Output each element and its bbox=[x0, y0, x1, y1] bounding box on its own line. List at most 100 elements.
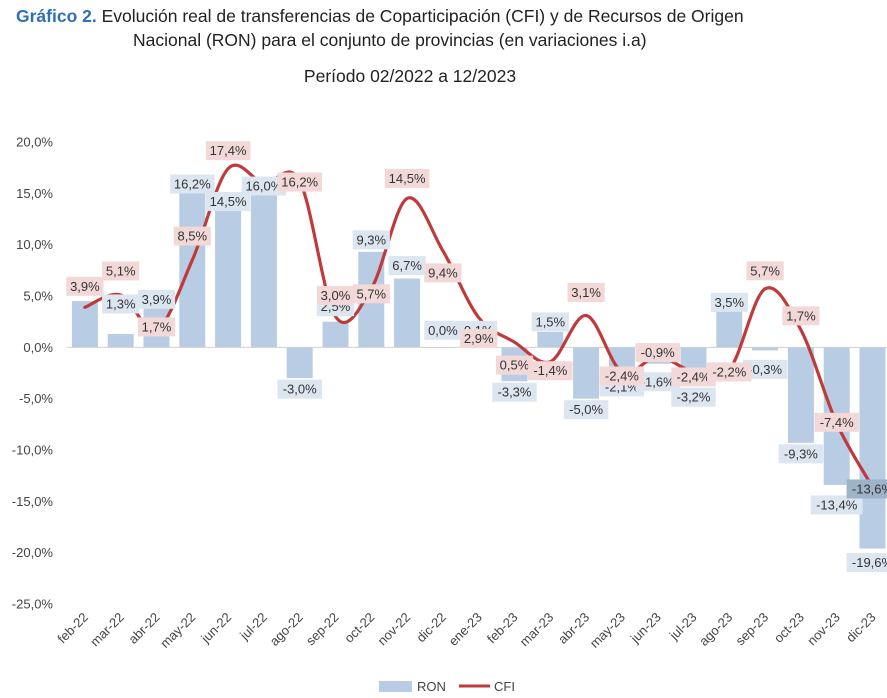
cfi-data-label: 5,7% bbox=[746, 261, 784, 281]
cfi-data-label: 14,5% bbox=[384, 168, 430, 188]
ron-data-label-text: 9,3% bbox=[356, 232, 386, 247]
cfi-data-label: -2,4% bbox=[599, 366, 645, 386]
cfi-data-label-text: 3,0% bbox=[321, 288, 351, 303]
cfi-data-label-bg bbox=[814, 412, 859, 432]
x-tick-label: may-22 bbox=[157, 610, 198, 651]
ron-bar bbox=[752, 347, 779, 351]
y-axis: 20,0% 15,0% 10,0% 5,0% 0,0% -5,0% -10,0% -15,0%… bbox=[12, 135, 54, 612]
cfi-data-label-bg bbox=[352, 284, 390, 304]
cfi-data-label-text: 8,5% bbox=[177, 229, 207, 244]
cfi-data-label: -0,9% bbox=[635, 343, 680, 363]
cfi-data-label-bg bbox=[424, 263, 462, 283]
ron-data-label-text: -13,4% bbox=[816, 497, 858, 512]
ron-data-label: 3,9% bbox=[137, 289, 176, 309]
ron-data-label: -3,0% bbox=[277, 379, 322, 399]
ron-data-label-bg bbox=[102, 294, 140, 314]
ron-data-label-bg bbox=[810, 495, 863, 515]
ron-bar bbox=[716, 311, 743, 348]
x-tick-label: oct-23 bbox=[771, 610, 807, 646]
chart-title-text: Evolución real de transferencias de Copa… bbox=[96, 6, 744, 26]
x-tick-label: jul-22 bbox=[236, 610, 270, 644]
cfi-data-label-bg bbox=[316, 286, 355, 306]
legend: RON CFI bbox=[379, 679, 515, 694]
ron-data-label-text: 3,5% bbox=[714, 295, 744, 310]
cfi-data-label-bg bbox=[671, 367, 716, 387]
x-tick-label: nov-22 bbox=[375, 610, 414, 649]
ron-data-label-text: 6,7% bbox=[392, 258, 422, 273]
ron-data-labels: 1,3% 3,9%16,2%14,5%16,0%-3,0%2,5%9,3%6,7%… bbox=[102, 174, 887, 573]
cfi-data-label: 3,1% bbox=[567, 283, 605, 303]
cfi-data-label: 5,1% bbox=[102, 261, 140, 281]
ron-bar bbox=[286, 347, 313, 379]
ron-data-label: -3,3% bbox=[492, 382, 537, 402]
cfi-data-label-bg bbox=[846, 479, 887, 499]
cfi-data-label-bg bbox=[66, 276, 104, 296]
ron-data-label-text: -19,6% bbox=[852, 555, 887, 570]
cfi-data-label: 1,7% bbox=[137, 317, 176, 337]
cfi-data-label-bg bbox=[384, 168, 430, 188]
cfi-data-label: 3,0% bbox=[316, 286, 355, 306]
legend-ron-swatch bbox=[379, 681, 412, 692]
ron-data-label-bg bbox=[241, 176, 287, 196]
cfi-data-label-bg bbox=[495, 355, 534, 375]
ron-data-label-bg bbox=[388, 256, 426, 276]
cfi-data-label-text: 2,9% bbox=[464, 331, 494, 346]
legend-cfi-label: CFI bbox=[494, 679, 515, 694]
ron-data-label-text: 16,0% bbox=[245, 179, 282, 194]
ron-data-label-text: -3,2% bbox=[677, 390, 711, 405]
ron-data-label-bg bbox=[205, 191, 251, 211]
cfi-data-label: 9,4% bbox=[424, 263, 462, 283]
ron-bar bbox=[787, 347, 814, 443]
ron-bar bbox=[394, 278, 421, 348]
x-tick-label: dic-23 bbox=[843, 610, 879, 646]
ron-data-label-text: -0,3% bbox=[748, 362, 782, 377]
x-tick-label: mar-23 bbox=[517, 610, 557, 650]
cfi-data-label: -13,6% bbox=[846, 479, 887, 499]
cfi-data-label-bg bbox=[707, 362, 752, 382]
ron-data-label-text: 1,5% bbox=[535, 314, 565, 329]
chart-title-line1: Gráfico 2. Evolución real de transferenc… bbox=[16, 6, 744, 27]
y-tick-label: -10,0% bbox=[12, 443, 54, 458]
cfi-data-label-text: 9,4% bbox=[428, 265, 458, 280]
ron-bar bbox=[573, 347, 600, 399]
cfi-data-label-text: -1,4% bbox=[533, 363, 567, 378]
cfi-data-label-text: 3,9% bbox=[70, 279, 100, 294]
ron-data-label-text: 1,3% bbox=[106, 296, 136, 311]
ron-data-label-bg bbox=[742, 359, 788, 379]
ron-bar bbox=[107, 333, 134, 348]
cfi-line bbox=[83, 163, 875, 489]
ron-data-label-bg bbox=[563, 400, 609, 420]
cfi-data-label-text: -0,9% bbox=[641, 345, 675, 360]
ron-data-label: -5,0% bbox=[563, 400, 609, 420]
ron-bar bbox=[250, 183, 277, 348]
cfi-data-label: -1,4% bbox=[528, 361, 573, 381]
y-tick-label: -5,0% bbox=[19, 391, 53, 406]
ron-data-label: 0,0% bbox=[424, 320, 462, 340]
ron-data-label: -1,6% bbox=[635, 372, 680, 392]
y-tick-label: 20,0% bbox=[16, 135, 53, 150]
x-tick-label: may-23 bbox=[587, 610, 628, 651]
ron-data-label-bg bbox=[635, 372, 680, 392]
chart-subtitle: Período 02/2022 a 12/2023 bbox=[303, 66, 517, 86]
cfi-data-label-bg bbox=[137, 317, 176, 337]
ron-data-label-text: -9,3% bbox=[784, 446, 818, 461]
y-tick-label: 10,0% bbox=[16, 237, 53, 252]
cfi-data-label-text: 0,5% bbox=[500, 358, 530, 373]
ron-data-label-bg bbox=[846, 553, 887, 573]
ron-data-label-text: -3,0% bbox=[283, 382, 317, 397]
cfi-data-label-bg bbox=[205, 141, 251, 161]
cfi-data-label-bg bbox=[567, 283, 605, 303]
x-tick-label: sep-22 bbox=[303, 610, 342, 649]
ron-data-label-bg bbox=[531, 312, 569, 332]
y-tick-label: 15,0% bbox=[16, 186, 53, 201]
ron-data-label-text: -3,3% bbox=[498, 385, 532, 400]
ron-bar bbox=[215, 198, 242, 348]
cfi-data-label-text: -2,4% bbox=[605, 368, 639, 383]
ron-data-label-text: 16,2% bbox=[174, 177, 211, 192]
cfi-data-label-bg bbox=[102, 261, 140, 281]
ron-data-label: 1,3% bbox=[102, 294, 140, 314]
cfi-data-label-text: 5,7% bbox=[750, 263, 780, 278]
ron-data-label-bg bbox=[352, 230, 390, 250]
cfi-data-label-bg bbox=[782, 306, 820, 326]
